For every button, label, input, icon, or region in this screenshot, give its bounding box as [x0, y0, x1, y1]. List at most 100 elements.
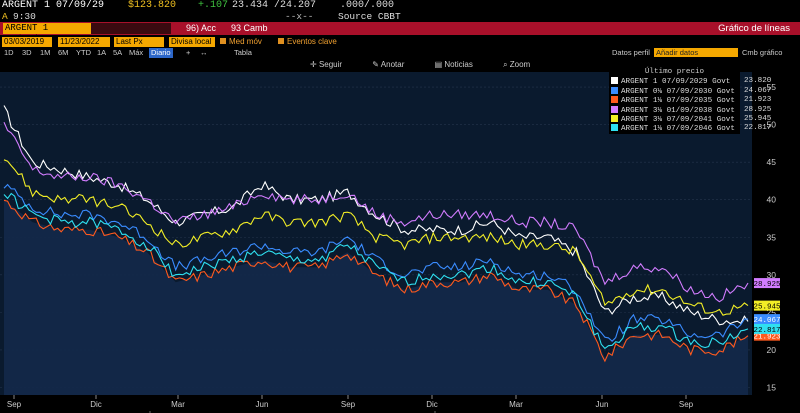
periodicity-dropdown[interactable]: Diario	[149, 48, 173, 58]
legend-label: ARGENT 3⅛ 01/09/2038 Govt	[621, 106, 735, 115]
last-price: $123.820	[128, 0, 177, 11]
y-tick-label: 15	[767, 382, 777, 392]
x-tick-label: Sep	[679, 400, 694, 409]
y-tick-label: 30	[767, 270, 777, 280]
range-1a[interactable]: 1A	[97, 48, 107, 57]
field-selector[interactable]: Last Px	[114, 37, 164, 47]
end-date-field[interactable]: 11/23/2022	[58, 37, 110, 47]
series-line	[3, 192, 749, 350]
range-5a[interactable]: 5A	[113, 48, 123, 57]
value-tag	[754, 330, 780, 341]
legend-header: Último precio	[644, 68, 705, 76]
change-menu[interactable]: 93 Camb	[231, 23, 268, 33]
series-line	[3, 159, 749, 316]
range-3d[interactable]: 3D	[22, 48, 32, 57]
legend-label: ARGENT 0⅛ 07/09/2030 Govt	[621, 87, 735, 96]
ticker-label: ARGENT 1 07/09/29	[2, 0, 105, 11]
chart-legend: Último precio ARGENT 1 07/09/2029 Govt AR…	[609, 68, 740, 134]
legend-swatch	[611, 105, 618, 113]
security-suffix	[91, 23, 171, 34]
price-change: +.107	[198, 0, 229, 11]
security-field[interactable]: ARGENT 1 07/09/29	[3, 23, 91, 44]
legend-label: ARGENT 3⅛ 07/09/2041 Govt	[621, 115, 735, 124]
value-tag-label: 25.945	[753, 304, 781, 312]
legend-value: 21.923	[744, 96, 772, 105]
legend-item[interactable]: ARGENT 1⅛ 07/09/2035 Govt	[609, 96, 740, 105]
area-fill	[4, 199, 748, 395]
x-tick-label: Mar	[171, 400, 185, 409]
range-1d[interactable]: 1D	[4, 48, 14, 57]
add-button[interactable]: +	[186, 48, 191, 57]
news-tool[interactable]: ▤ Noticias	[434, 60, 473, 69]
range-1m[interactable]: 1M	[40, 48, 51, 57]
legend-value: 24.067	[744, 86, 772, 95]
series-line	[3, 121, 749, 303]
series-line	[3, 183, 748, 342]
checkbox-icon	[220, 38, 226, 44]
start-date-field[interactable]: 03/03/2019	[2, 37, 52, 47]
add-data-field[interactable]: Añadir datos	[654, 48, 738, 57]
value-tag-label: 22.817	[753, 327, 780, 335]
legend-item[interactable]: ARGENT 3⅛ 07/09/2041 Govt	[609, 114, 740, 124]
range-6m[interactable]: 6M	[58, 48, 69, 57]
legend-swatch	[611, 124, 618, 132]
annotate-tool[interactable]: ✎ Anotar	[372, 60, 405, 69]
actions-menu[interactable]: 96) Acc	[186, 23, 217, 33]
quote-time: 9:30	[13, 11, 36, 22]
legend-label: ARGENT 1 07/09/2029 Govt	[621, 78, 731, 87]
range-selector: 1D 3D 1M 6M YTD 1A 5A Máx Diario + ↔ Tab…	[0, 48, 800, 58]
follow-tool[interactable]: ✛ Seguir	[310, 60, 343, 69]
value-tag	[754, 323, 780, 334]
bid-ask: 23.434 /24.207	[232, 0, 317, 11]
value-tag-label: 28.925	[753, 281, 781, 289]
moving-average-toggle[interactable]: Med móv	[220, 36, 262, 48]
legend-item[interactable]: ARGENT 1 07/09/2029 Govt	[609, 77, 740, 86]
legend-value: 22.817	[744, 124, 772, 133]
series-line	[3, 105, 749, 326]
currency-selector[interactable]: Divisa local	[169, 37, 215, 47]
zero-spread: .000/.000	[340, 0, 395, 11]
quote-header: ARGENT 1 07/09/29 $123.820 +.107 23.434 …	[0, 0, 800, 11]
legend-value: 23.820	[744, 77, 772, 86]
x-tick-label: Jun	[256, 400, 269, 409]
price-source: Source CBBT	[338, 11, 401, 22]
legend-value: 25.945	[744, 115, 772, 123]
value-tag	[754, 314, 780, 325]
x-tick-label: Jun	[596, 400, 609, 409]
legend-swatch	[611, 96, 618, 104]
x-tick-label: Dic	[90, 400, 102, 409]
chart-type-title: Gráfico de líneas	[718, 23, 790, 34]
legend-item[interactable]: ARGENT 3⅛ 01/09/2038 Govt	[609, 105, 740, 115]
zoom-tool[interactable]: ⌕ Zoom	[503, 60, 531, 69]
y-tick-label: 40	[767, 195, 777, 205]
quote-dashes: --x--	[285, 11, 314, 22]
series-line	[3, 199, 749, 363]
legend-swatch	[611, 77, 618, 85]
key-events-toggle[interactable]: Eventos clave	[278, 36, 337, 48]
x-tick-label: Dic	[426, 400, 438, 409]
change-chart-button[interactable]: Cmb gráfico	[742, 48, 783, 57]
legend-item[interactable]: ARGENT 1⅛ 07/09/2046 Govt	[609, 124, 740, 133]
value-tag-label: 24.067	[753, 317, 780, 325]
range-ytd[interactable]: YTD	[76, 48, 91, 57]
legend-swatch	[611, 86, 618, 94]
x-tick-label: Mar	[509, 400, 523, 409]
y-tick-label: 35	[767, 232, 777, 242]
legend-item[interactable]: ARGENT 0⅛ 07/09/2030 Govt	[609, 86, 740, 96]
y-tick-label: 20	[767, 345, 777, 355]
y-tick-label: 25	[767, 307, 777, 317]
y-tick-label: 50	[767, 120, 777, 130]
value-tag-label: 21.923	[753, 334, 781, 342]
checkbox-icon	[278, 38, 284, 44]
function-toolbar: ARGENT 1 07/09/29 96) Acc 93 Camb Gráfic…	[0, 22, 800, 44]
table-button[interactable]: Tabla	[234, 48, 252, 57]
legend-label: ARGENT 1⅛ 07/09/2035 Govt	[621, 97, 735, 106]
quote-subheader: A 9:30 --x-- Source CBBT	[0, 11, 800, 22]
value-tag	[754, 300, 780, 311]
data-profile-button[interactable]: Datos perfil	[612, 48, 650, 57]
legend-swatch	[611, 114, 618, 122]
zoom-width-button[interactable]: ↔	[200, 48, 208, 57]
y-tick-label: 45	[767, 157, 777, 167]
range-max[interactable]: Máx	[129, 48, 144, 57]
chart-tools: ✛ Seguir ✎ Anotar ▤ Noticias ⌕ Zoom	[310, 59, 558, 71]
